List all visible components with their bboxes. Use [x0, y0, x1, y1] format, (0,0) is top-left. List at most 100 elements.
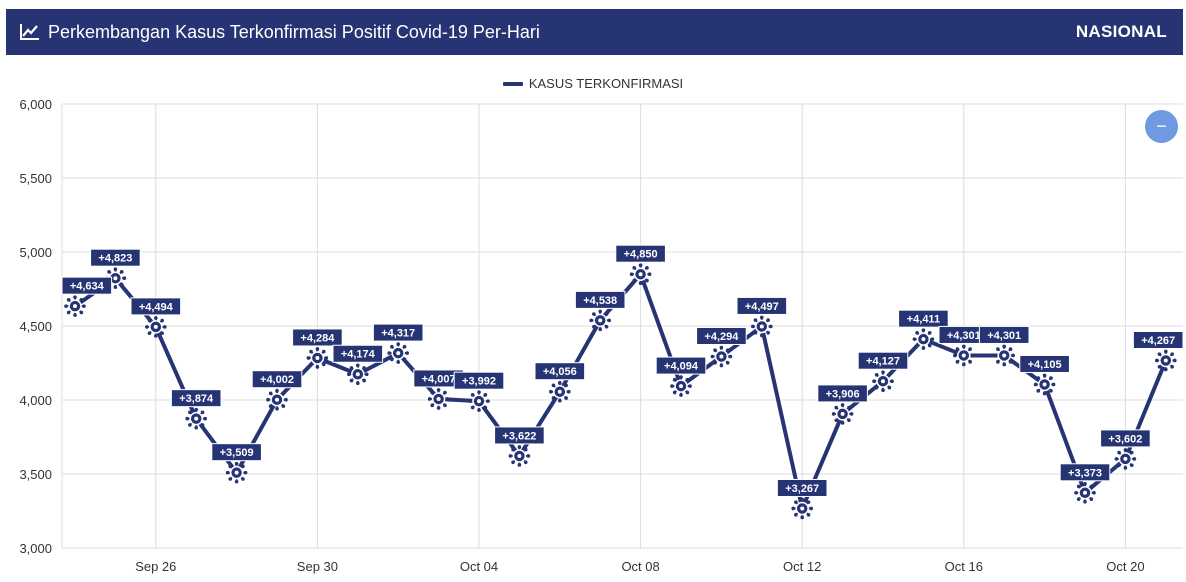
data-label: +4,850	[615, 244, 666, 263]
data-label-box	[494, 426, 545, 445]
data-label-text: +3,874	[179, 393, 214, 405]
data-label-text: +4,284	[300, 332, 335, 344]
legend[interactable]: KASUS TERKONFIRMASI	[0, 76, 1186, 91]
data-label-box	[857, 351, 909, 370]
data-label: +4,411	[898, 309, 949, 328]
data-label: +4,823	[90, 248, 141, 267]
data-label: +4,284	[292, 328, 343, 347]
data-label: +4,538	[574, 290, 626, 309]
data-label-box	[696, 326, 747, 345]
data-label-box	[615, 244, 666, 263]
virus-icon	[872, 370, 894, 393]
virus-icon	[104, 267, 127, 289]
virus-icon	[1155, 349, 1177, 372]
data-label: +4,267	[1132, 330, 1184, 349]
data-label-box	[61, 276, 113, 295]
data-label-box	[1132, 330, 1184, 349]
x-tick-label: Sep 26	[135, 559, 176, 574]
virus-icon	[508, 445, 531, 467]
x-tick-label: Sep 30	[297, 559, 338, 574]
data-label: +4,174	[332, 344, 384, 363]
x-tick-label: Oct 16	[945, 559, 983, 574]
data-label-text: +4,007	[422, 373, 456, 385]
data-label-text: +4,494	[139, 301, 174, 313]
virus-icon	[993, 344, 1015, 367]
virus-icon	[791, 497, 813, 520]
virus-icon	[629, 263, 652, 285]
x-tick-label: Oct 08	[621, 559, 659, 574]
data-label: +4,301	[938, 325, 990, 344]
virus-icon	[549, 380, 571, 403]
data-label-text: +4,823	[98, 253, 132, 265]
data-label: +4,494	[130, 297, 182, 316]
virus-icon	[589, 309, 611, 332]
data-label: +3,509	[211, 443, 262, 462]
x-tick-label: Oct 04	[460, 559, 498, 574]
data-label: +3,874	[170, 389, 222, 408]
data-label-text: +3,906	[826, 388, 860, 400]
data-label-text: +4,267	[1141, 335, 1175, 347]
data-label-text: +3,992	[462, 376, 496, 388]
virus-icon	[427, 388, 450, 410]
data-label-text: +3,622	[502, 430, 536, 442]
data-label-box	[817, 384, 868, 403]
data-label: +4,056	[534, 362, 586, 381]
virus-icon	[710, 345, 733, 368]
data-label-text: +4,056	[543, 366, 577, 378]
data-label: +3,267	[776, 478, 828, 497]
y-tick-label: 3,000	[19, 541, 52, 556]
chart-title: Perkembangan Kasus Terkonfirmasi Positif…	[48, 21, 540, 42]
virus-icon	[185, 407, 207, 430]
data-label: +4,105	[1019, 354, 1070, 373]
data-label-box	[1059, 463, 1111, 482]
chart-header: Perkembangan Kasus Terkonfirmasi Positif…	[6, 9, 1183, 55]
data-label-box	[211, 443, 262, 462]
y-tick-label: 5,500	[19, 171, 52, 186]
data-label-text: +4,294	[704, 331, 739, 343]
data-label-text: +4,094	[664, 361, 699, 373]
virus-icon	[225, 461, 248, 484]
virus-icon	[751, 315, 773, 338]
data-label-box	[574, 290, 626, 309]
data-label-box	[736, 296, 788, 315]
data-label-text: +4,538	[583, 295, 617, 307]
data-label-box	[655, 356, 707, 375]
scope-label: NASIONAL	[1075, 22, 1167, 41]
data-label-box	[372, 323, 424, 342]
virus-icon	[1033, 373, 1056, 396]
data-label-text: +4,634	[70, 281, 105, 293]
virus-icon	[831, 403, 854, 425]
virus-icon	[1074, 481, 1096, 504]
data-label-text: +4,127	[866, 356, 900, 368]
data-label: +3,373	[1059, 463, 1111, 482]
data-label: +3,906	[817, 384, 868, 403]
data-label-box	[292, 328, 343, 347]
y-tick-label: 4,000	[19, 393, 52, 408]
x-tick-label: Oct 12	[783, 559, 821, 574]
data-label: +3,992	[453, 371, 505, 390]
data-label-text: +4,301	[947, 330, 981, 342]
virus-icon	[266, 388, 288, 411]
header-left: Perkembangan Kasus Terkonfirmasi Positif…	[20, 22, 540, 43]
legend-label: KASUS TERKONFIRMASI	[528, 76, 684, 91]
axes: 3,000 3,500 4,000 4,500 5,000 5,500 6,000 Sep 2…	[19, 97, 1144, 574]
virus-icon	[387, 342, 409, 364]
data-label: +4,317	[372, 323, 424, 342]
data-label-text: +3,509	[220, 447, 254, 459]
data-label: +4,301	[978, 325, 1030, 344]
data-label-text: +3,373	[1068, 467, 1102, 479]
data-label-box	[251, 370, 303, 389]
data-label-box	[170, 389, 222, 408]
zoom-out-button[interactable]: −	[1145, 110, 1178, 143]
data-label-text: +4,301	[987, 330, 1021, 342]
virus-icon	[306, 347, 329, 369]
data-label-text: +4,002	[260, 374, 294, 386]
virus-icon	[347, 363, 369, 386]
data-label: +4,094	[655, 356, 707, 375]
y-tick-label: 6,000	[19, 97, 52, 112]
data-label-text: +4,105	[1028, 359, 1062, 371]
y-tick-label: 3,500	[19, 467, 52, 482]
y-tick-label: 4,500	[19, 319, 52, 334]
legend-swatch	[502, 81, 523, 86]
series-kasus-terkonfirmasi	[64, 263, 1177, 520]
